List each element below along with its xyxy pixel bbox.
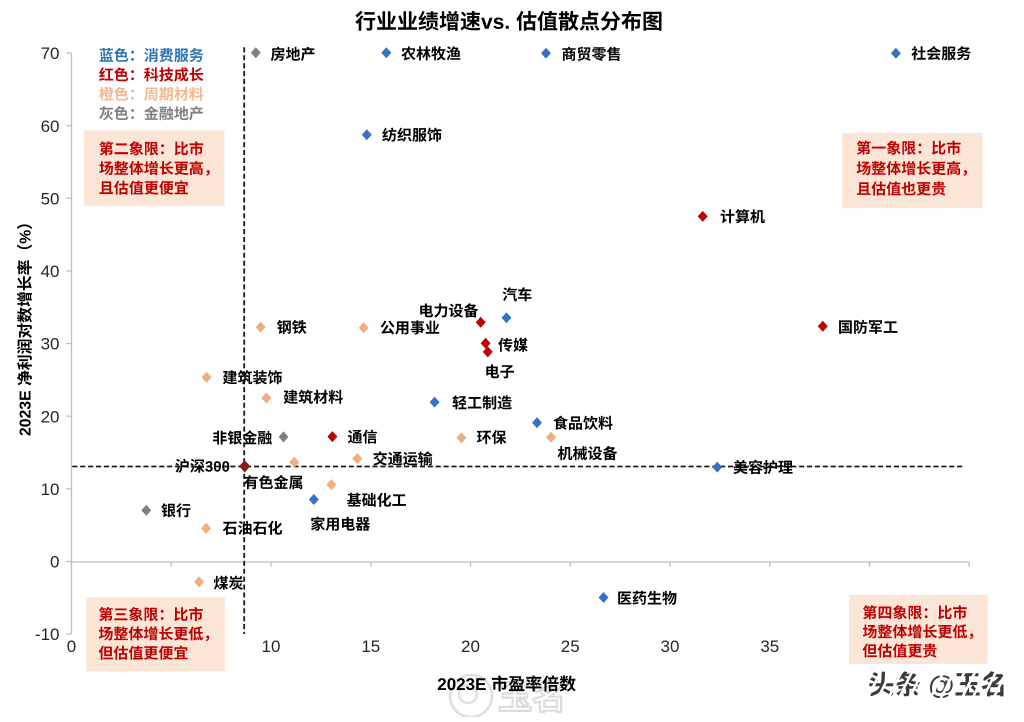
svg-text:35: 35 xyxy=(760,637,779,656)
svg-text:60: 60 xyxy=(41,117,60,136)
svg-text:15: 15 xyxy=(361,637,380,656)
svg-text:20: 20 xyxy=(41,407,60,426)
svg-text:30: 30 xyxy=(661,637,680,656)
svg-text:10: 10 xyxy=(41,480,60,499)
svg-text:70: 70 xyxy=(41,44,60,63)
svg-text:-10: -10 xyxy=(35,625,60,644)
svg-text:30: 30 xyxy=(41,335,60,354)
svg-text:10: 10 xyxy=(262,637,281,656)
svg-text:50: 50 xyxy=(41,189,60,208)
svg-text:20: 20 xyxy=(461,637,480,656)
svg-text:25: 25 xyxy=(561,637,580,656)
svg-text:40: 40 xyxy=(41,262,60,281)
svg-text:0: 0 xyxy=(67,637,76,656)
svg-text:0: 0 xyxy=(50,553,59,572)
